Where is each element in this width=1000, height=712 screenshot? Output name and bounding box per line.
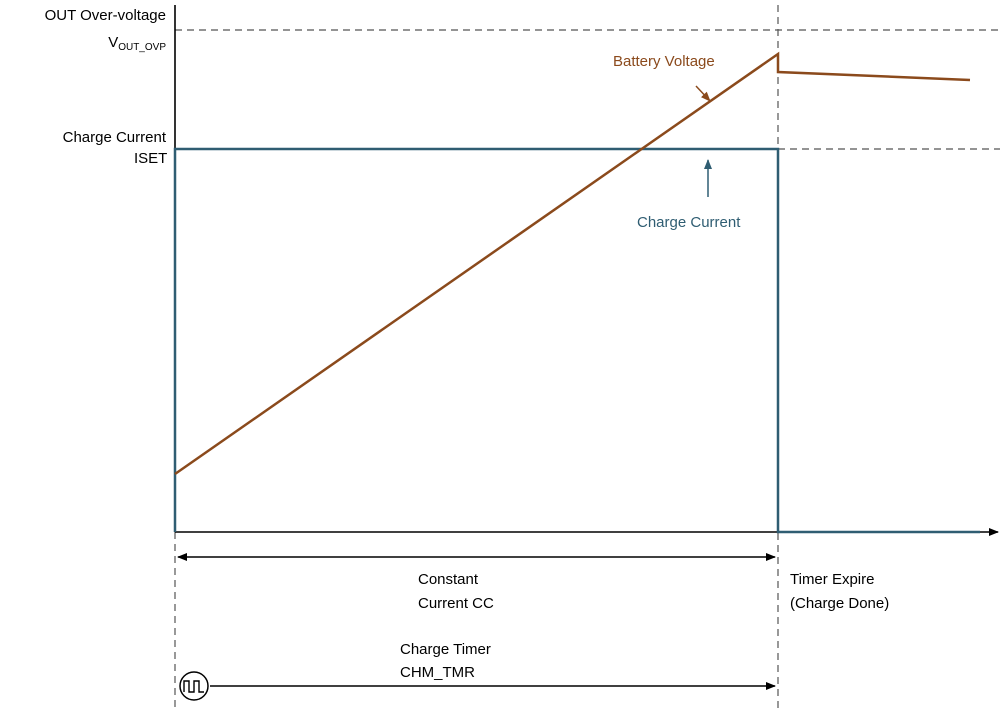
cc-label-line2: Current CC [418, 595, 494, 612]
battery-voltage-trace [174, 51, 971, 476]
timer-expire-label-line1: Timer Expire [790, 571, 874, 588]
clock-square-wave-icon [179, 671, 209, 701]
charge-current-label: Charge Current [637, 214, 741, 231]
iset-label: Charge Current [63, 129, 167, 146]
battery-voltage-label: Battery Voltage [613, 53, 715, 70]
timer-expire-label-line2: (Charge Done) [790, 595, 889, 612]
cc-label-line1: Constant [418, 571, 479, 588]
iset-symbol: ISET [134, 150, 167, 167]
ovp-label: OUT Over-voltage [45, 7, 166, 24]
ovp-symbol: VOUT_OVP [108, 34, 166, 53]
charge-timer-label-line2: CHM_TMR [400, 664, 475, 681]
charge-current-trace [173, 147, 980, 534]
battery-voltage-pointer [695, 85, 711, 102]
charge-timer-label-line1: Charge Timer [400, 641, 491, 658]
